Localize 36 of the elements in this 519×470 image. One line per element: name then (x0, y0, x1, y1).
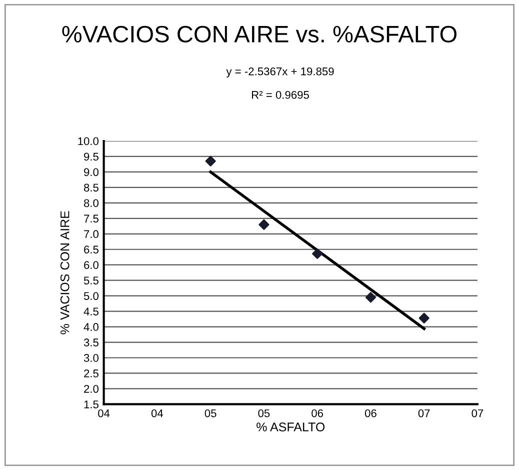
y-tick-label: 2.5 (84, 370, 98, 378)
x-tick-label: 07 (472, 409, 484, 418)
x-tick-label: 05 (204, 409, 216, 418)
point (258, 219, 270, 230)
y-tick-label: 3.5 (84, 338, 98, 346)
y-tick-label: 6.5 (84, 246, 98, 254)
y-tick-label: 1.5 (84, 400, 98, 408)
y-tick-label: 2.0 (84, 384, 99, 393)
text: y = -2.5367x + 19.859 (226, 67, 334, 78)
chart-title: %VACIOS CON AIRE vs. %ASFALTO (62, 26, 457, 43)
x-tick-label: 04 (151, 409, 164, 418)
y-tick-label: 5.0 (84, 292, 99, 300)
y-axis-title: % VACIOS CON AIRE (60, 211, 70, 334)
x-tick-label: 07 (418, 409, 430, 418)
y-tick-label: 8.5 (84, 184, 98, 192)
y-tick-label: 9.5 (84, 152, 98, 161)
point (312, 248, 323, 260)
y-tick-label: 6.0 (84, 261, 99, 269)
y-tick-label: 5.5 (84, 276, 98, 284)
point (205, 156, 216, 166)
x-tick-label: 04 (98, 409, 110, 418)
point (418, 312, 430, 324)
x-tick-label: 06 (312, 409, 324, 418)
y-tick-label: 7.0 (84, 230, 99, 238)
y-tick-label: 4.0 (84, 323, 99, 331)
y-tick-label: 4.5 (84, 308, 98, 316)
y-tick-label: 10.0 (78, 137, 99, 146)
x-tick-label: 05 (258, 409, 270, 418)
y-tick-label: 9.0 (84, 168, 99, 176)
point (365, 292, 376, 303)
text: R² = 0.9695 (252, 90, 309, 99)
x-axis-title: % ASFALTO (256, 422, 325, 432)
y-tick-label: 7.5 (84, 214, 98, 223)
x-tick-label: 06 (364, 409, 376, 418)
y-tick-label: 3.0 (84, 354, 99, 362)
y-tick-label: 8.0 (84, 199, 99, 208)
